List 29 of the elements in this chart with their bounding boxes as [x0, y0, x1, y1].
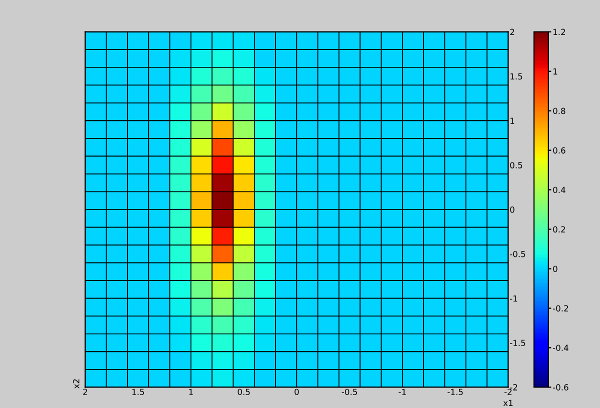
y-axis-title: x2 [73, 379, 80, 389]
x-tick-label: -1 [398, 388, 406, 395]
x-tick-label: -0.5 [342, 388, 357, 396]
y-tick-label: 2 [510, 28, 514, 35]
color-bar-label: 0.2 [553, 226, 565, 233]
x-tick-label: 1 [189, 388, 193, 395]
color-bar-label: -0.2 [552, 305, 568, 312]
color-bar-label: 1 [553, 68, 558, 74]
y-tick-label: -1.5 [510, 340, 526, 346]
y-tick-label: -0.5 [510, 250, 526, 258]
y-tick-label: 0 [510, 206, 514, 213]
y-tick-label: -2 [510, 384, 518, 390]
color-bar-label: 1.2 [553, 28, 565, 35]
color-bar-label: -0.4 [552, 344, 568, 351]
x-tick-label: 1.5 [132, 388, 144, 396]
x-axis-title: x1 [503, 400, 513, 406]
color-bar-label: 0.4 [553, 186, 566, 194]
y-tick-label: 1 [510, 118, 514, 124]
x-tick-label: -1.5 [448, 388, 463, 396]
x-tick-label: 0.5 [238, 388, 250, 396]
color-bar-label: 0.6 [553, 147, 566, 154]
y-tick-label: -1 [510, 295, 518, 302]
color-bar-label: 0.8 [553, 108, 566, 114]
x-tick-label: 2 [83, 388, 88, 395]
x-tick-label: 0 [294, 388, 299, 396]
y-tick-label: 1.5 [510, 73, 522, 80]
y-tick-label: 0.5 [510, 162, 522, 168]
color-bar-label: 0 [553, 266, 558, 272]
color-bar-label: -0.6 [552, 384, 568, 390]
